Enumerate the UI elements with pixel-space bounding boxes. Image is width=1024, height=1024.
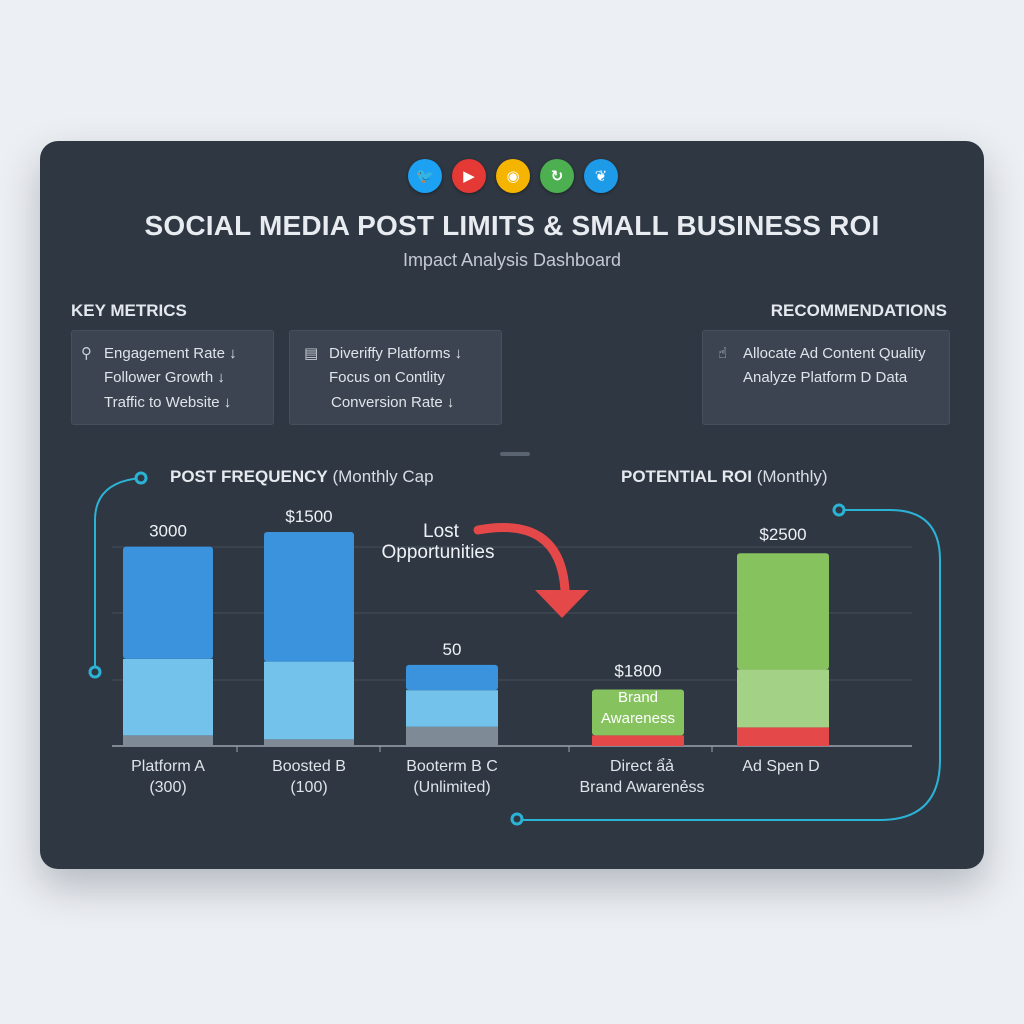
- potential-roi-title-rest: (Monthly): [756, 467, 828, 486]
- recommendations-heading: RECOMMENDATIONS: [770, 301, 947, 320]
- bar-segment-blue_light: [123, 658, 213, 736]
- bar-segment-blue_dark: [264, 531, 354, 662]
- leaf-icon[interactable]: ❦: [584, 159, 618, 193]
- recommendations-card: ☝ Allocate Ad Content Quality Analyze Pl…: [702, 330, 950, 425]
- metric-row: Engagement Rate ↓: [104, 345, 237, 362]
- divider: [500, 452, 530, 456]
- metric-row: Traffic to Website ↓: [104, 394, 232, 411]
- metric-row: Diveriffy Platforms ↓: [329, 345, 463, 362]
- x-tick-label: Platform A: [131, 758, 205, 775]
- connector-dot: [832, 503, 846, 517]
- x-tick-label: Boosted B: [272, 758, 346, 775]
- bar-segment-blue_light: [264, 661, 354, 740]
- annotation-text: Opportunities: [381, 542, 494, 563]
- camera-icon[interactable]: ◉: [496, 159, 530, 193]
- bar-segment-green_dark: [592, 689, 684, 736]
- bar-value-label: $1800: [614, 662, 661, 681]
- bar-segment-blue_dark: [123, 546, 213, 659]
- bar-value-label: 3000: [149, 522, 187, 541]
- arrow-head: [535, 590, 589, 618]
- recommendation-row: Allocate Ad Content Quality: [743, 345, 926, 362]
- youtube-icon[interactable]: ▶: [452, 159, 486, 193]
- bar-segment-gray: [123, 735, 213, 746]
- bar-value-label: $1500: [285, 507, 332, 526]
- refresh-icon[interactable]: ↻: [540, 159, 574, 193]
- x-tick-label: Brand Awarenẻss: [579, 779, 704, 796]
- recommendation-row: Analyze Platform D Data: [743, 369, 908, 386]
- bar-value-label: 50: [443, 640, 462, 659]
- x-tick-label: Booterm B C: [406, 758, 498, 775]
- metric-row: Conversion Rate ↓: [331, 394, 455, 411]
- page-subtitle: Impact Analysis Dashboard: [402, 250, 622, 270]
- bar-segment-green_light: [737, 669, 829, 728]
- social-icons: 🐦 ▶ ◉ ↻ ❦: [408, 159, 618, 193]
- dashboard-panel: [40, 141, 984, 869]
- bar-segment-blue_light: [406, 690, 498, 727]
- connector-dot: [88, 665, 102, 679]
- list-icon: ▤: [304, 344, 319, 362]
- potential-roi-title-bold: POTENTIAL ROI: [621, 467, 752, 486]
- post-frequency-title: POST FREQUENCY (Monthly Cap: [170, 467, 434, 487]
- x-tick-label: (100): [290, 779, 327, 796]
- key-metrics-heading: KEY METRICS: [71, 301, 187, 320]
- metric-row: Focus on Contlity: [329, 369, 445, 386]
- connector-line: [517, 509, 941, 821]
- metric-row: Follower Growth ↓: [104, 369, 225, 386]
- post-frequency-title-bold: POST FREQUENCY: [170, 467, 328, 486]
- x-tick-label: Direct ẩả: [610, 757, 674, 775]
- user-icon: ⚲: [81, 344, 92, 362]
- post-frequency-title-rest: (Monthly Cap: [332, 467, 434, 486]
- bar-segment-blue_dark: [406, 664, 498, 691]
- page-title: SOCIAL MEDIA POST LIMITS & SMALL BUSINES…: [144, 210, 880, 241]
- twitter-icon[interactable]: 🐦: [408, 159, 442, 193]
- connector-line: [94, 477, 142, 672]
- annotation-text: Lost: [423, 521, 460, 542]
- x-tick-label: (300): [149, 779, 186, 796]
- x-tick-label: (Unlimited): [413, 779, 490, 796]
- metrics-card-2: ▤ Diveriffy Platforms ↓ Focus on Contlit…: [289, 330, 502, 425]
- bar-segment-red: [592, 735, 684, 746]
- bar-segment-gray: [406, 726, 498, 746]
- metrics-card-1: ⚲ Engagement Rate ↓ Follower Growth ↓ Tr…: [71, 330, 274, 425]
- x-tick-label: Ad Spen D: [742, 758, 819, 775]
- thumbs-up-icon: ☝: [718, 344, 728, 362]
- bar-value-label: $2500: [759, 525, 806, 544]
- bar-segment-green_dark: [737, 553, 829, 670]
- bar-inner-label: Brand: [618, 689, 658, 706]
- lost-opportunities-arrow: [473, 523, 570, 595]
- connector-dot: [134, 471, 148, 485]
- bar-segment-red: [737, 727, 829, 746]
- bar-inner-label: Awareness: [601, 710, 675, 727]
- connector-dot: [510, 812, 524, 826]
- potential-roi-title: POTENTIAL ROI (Monthly): [621, 467, 828, 487]
- bar-segment-gray: [264, 739, 354, 746]
